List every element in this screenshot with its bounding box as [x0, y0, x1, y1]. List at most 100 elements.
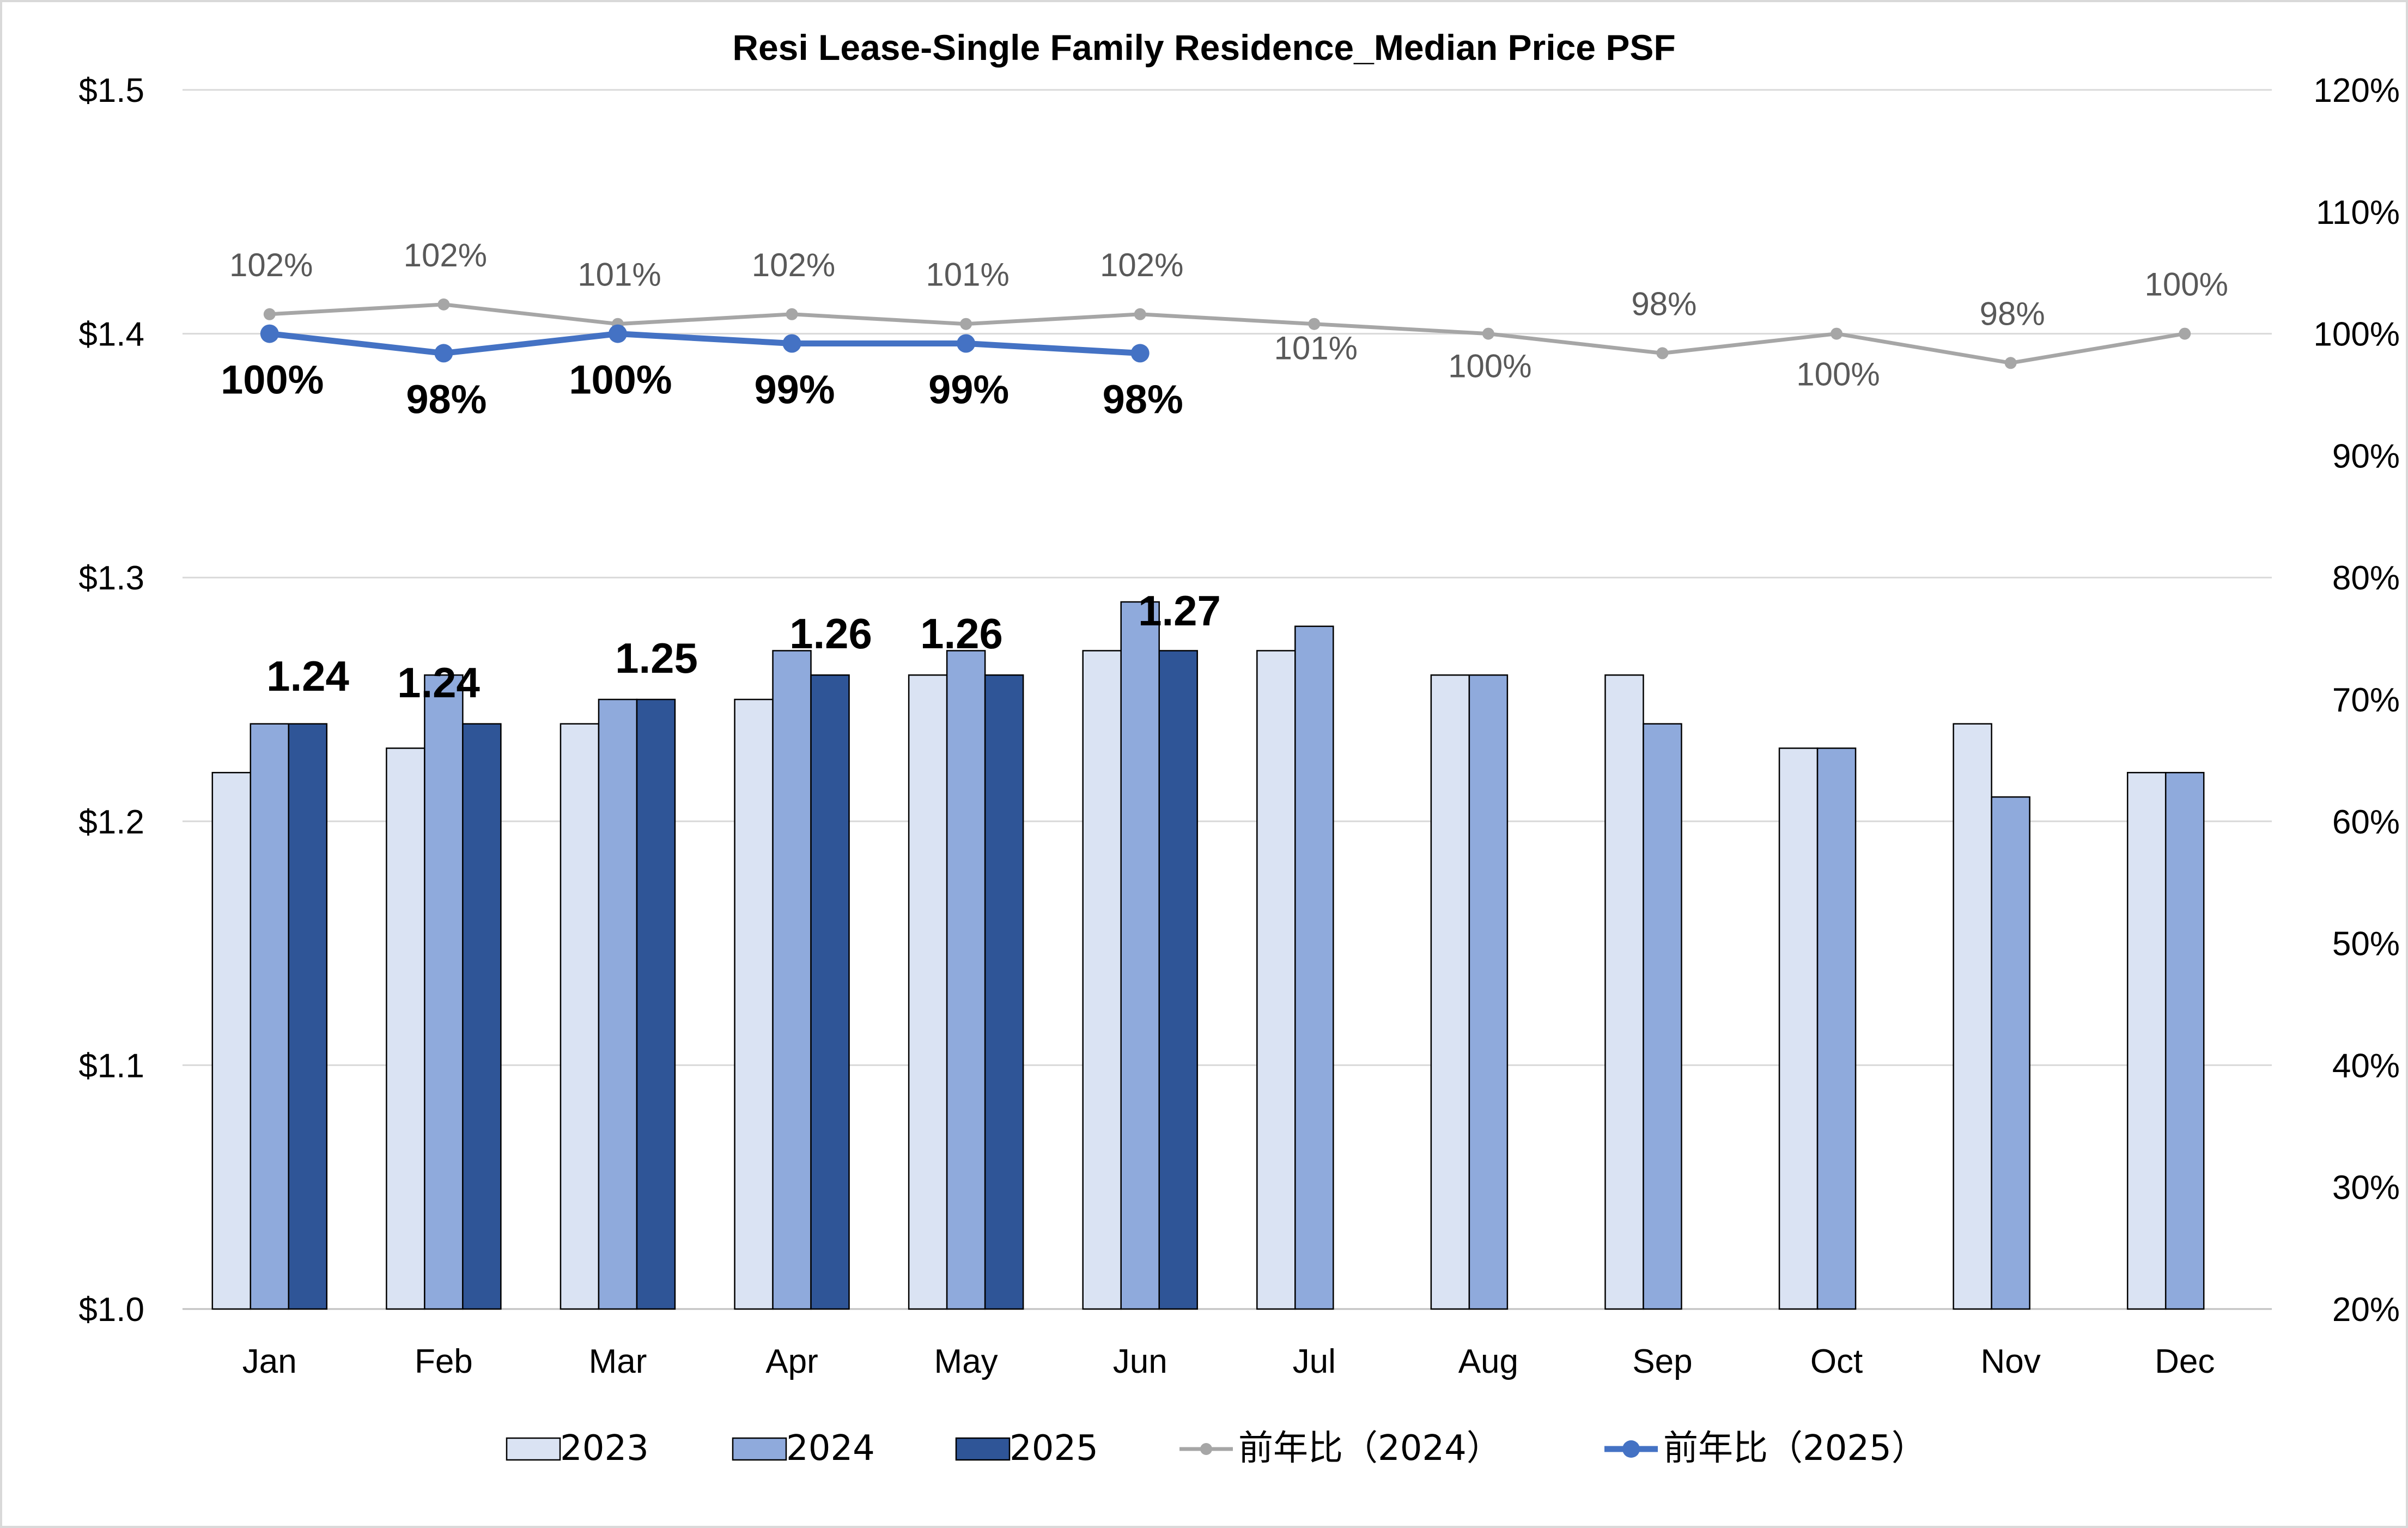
right-tick-label: 40%: [2332, 1047, 2400, 1085]
bar-2023: [908, 674, 948, 1310]
marker-前年比（2024）: [1134, 308, 1146, 320]
bar-data-label-2025: 1.25: [615, 634, 698, 682]
data-label-前年比（2025）: 98%: [406, 376, 487, 422]
gridlines: [183, 89, 2272, 1310]
legend-item-前年比（2025）: 前年比（2025）: [1604, 1428, 1926, 1469]
category-label: Feb: [415, 1343, 473, 1380]
bar-data-label-2025: 1.26: [789, 610, 872, 658]
marker-前年比（2024）: [1831, 327, 1843, 340]
left-axis: $1.0 $1.1 $1.2 $1.3 $1.4 $1.5: [78, 72, 144, 1329]
bar-data-label-2025: 1.27: [1138, 587, 1221, 635]
bar-data-label-2025: 1.24: [266, 652, 349, 700]
left-tick-label: $1.2: [78, 803, 144, 841]
legend-swatch: [955, 1437, 1011, 1461]
marker-前年比（2024）: [1656, 347, 1669, 360]
bar-data-label-2025: 1.24: [397, 659, 480, 707]
bar-2025: [810, 674, 850, 1310]
bar-2023: [386, 747, 425, 1310]
marker-前年比（2024）: [2179, 327, 2191, 340]
category-label: Jan: [242, 1343, 297, 1380]
marker-前年比（2025）: [260, 324, 279, 343]
legend-item-前年比（2024）: 前年比（2024）: [1179, 1428, 1501, 1469]
data-label-前年比（2025）: 99%: [754, 367, 835, 412]
legend-label: 2025: [1010, 1428, 1098, 1469]
marker-前年比（2025）: [957, 334, 976, 353]
marker-前年比（2025）: [782, 334, 801, 353]
data-label-前年比（2025）: 100%: [569, 357, 672, 403]
data-label-前年比（2024）: 102%: [1100, 247, 1183, 283]
right-tick-label: 30%: [2332, 1169, 2400, 1207]
bar-2023: [1082, 650, 1122, 1310]
right-tick-label: 80%: [2332, 559, 2400, 597]
bar-2023: [1430, 674, 1470, 1310]
marker-前年比（2025）: [608, 324, 627, 343]
data-label-前年比（2024）: 98%: [1631, 285, 1696, 322]
line-前年比（2025）: [269, 331, 1141, 356]
data-label-前年比（2024）: 100%: [1796, 356, 1880, 393]
marker-前年比（2024）: [437, 298, 450, 311]
left-tick-label: $1.4: [78, 316, 144, 354]
legend-label: 前年比（2024）: [1238, 1428, 1501, 1469]
bar-2023: [1604, 674, 1644, 1310]
right-tick-label: 90%: [2332, 437, 2400, 475]
data-label-前年比（2024）: 101%: [926, 257, 1009, 293]
bar-2025: [636, 698, 676, 1310]
data-label-前年比（2025）: 98%: [1103, 376, 1183, 422]
left-tick-label: $1.1: [78, 1047, 144, 1085]
data-label-前年比（2024）: 101%: [577, 257, 661, 293]
bar-2023: [1778, 747, 1819, 1310]
right-tick-label: 60%: [2332, 803, 2400, 841]
bars: [211, 601, 2205, 1310]
category-label: Jun: [1113, 1343, 1167, 1380]
bar-2023: [2126, 772, 2167, 1310]
legend-item-2024: 2024: [732, 1428, 875, 1469]
bar-2025: [462, 723, 502, 1310]
line-前年比（2024）: [269, 302, 2185, 365]
bar-data-label-2025: 1.26: [920, 610, 1003, 658]
left-tick-label: $1.3: [78, 559, 144, 597]
data-label-前年比（2025）: 99%: [928, 367, 1009, 412]
category-label: Apr: [765, 1343, 818, 1380]
legend-label: 2024: [786, 1428, 875, 1469]
bar-2024: [1991, 796, 2030, 1310]
bar-2024: [946, 650, 986, 1310]
bar-2023: [1256, 650, 1296, 1310]
marker-前年比（2024）: [2004, 357, 2017, 369]
bar-2024: [1643, 723, 1682, 1310]
left-tick-label: $1.5: [78, 72, 144, 109]
bar-2024: [598, 698, 638, 1310]
bar-2024: [250, 723, 290, 1310]
category-label: Jul: [1293, 1343, 1336, 1380]
marker-前年比（2024）: [1308, 318, 1321, 330]
data-label-前年比（2024）: 102%: [404, 237, 487, 273]
marker-前年比（2025）: [1130, 344, 1150, 363]
right-tick-label: 100%: [2313, 316, 2400, 354]
bar-2024: [1120, 601, 1160, 1310]
category-label: Nov: [1980, 1343, 2040, 1380]
bar-2025: [288, 723, 328, 1310]
bar-2024: [1294, 625, 1334, 1310]
data-label-前年比（2024）: 100%: [2144, 266, 2228, 303]
marker-前年比（2025）: [434, 344, 453, 363]
bar-2023: [734, 698, 774, 1310]
marker-前年比（2024）: [1482, 327, 1494, 340]
data-label-前年比（2024）: 102%: [752, 247, 835, 283]
legend-label: 2023: [560, 1428, 649, 1469]
legend-marker: [1622, 1440, 1640, 1458]
data-label-前年比（2025）: 100%: [221, 357, 324, 403]
left-tick-label: $1.0: [78, 1291, 144, 1329]
legend-item-2025: 2025: [955, 1428, 1098, 1469]
right-tick-label: 120%: [2313, 72, 2400, 109]
marker-前年比（2024）: [786, 308, 798, 320]
lines: [260, 298, 2191, 369]
category-label: Aug: [1458, 1343, 1518, 1380]
right-axis: 20% 30% 40% 50% 60% 70% 80% 90% 100% 110% 120%: [2313, 72, 2400, 1329]
data-label-前年比（2024）: 102%: [229, 247, 313, 283]
legend-item-2023: 2023: [506, 1428, 649, 1469]
legend-marker: [1200, 1443, 1212, 1455]
chart-title: Resi Lease-Single Family Residence_Media…: [732, 27, 1675, 68]
bar-2025: [1158, 650, 1198, 1310]
category-label: Mar: [589, 1343, 647, 1380]
